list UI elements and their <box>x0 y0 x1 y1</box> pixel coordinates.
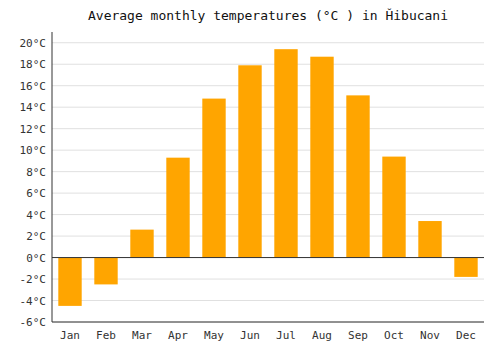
grid-line <box>52 193 484 194</box>
y-tick-label: -6°C <box>20 316 47 329</box>
y-tick-label: 12°C <box>20 123 47 136</box>
x-tick-label: Oct <box>384 329 404 342</box>
x-tick-label: Nov <box>420 329 440 342</box>
bar <box>94 258 117 285</box>
bar <box>382 157 405 258</box>
grid-line <box>52 257 484 258</box>
x-tick-label: Jan <box>60 329 80 342</box>
grid-line <box>52 107 484 108</box>
x-tick-label: Jun <box>240 329 260 342</box>
bars <box>58 49 477 306</box>
y-tick-label: 16°C <box>20 80 47 93</box>
y-tick-label: 6°C <box>26 187 46 200</box>
y-tick-label: 2°C <box>26 230 46 243</box>
bar <box>202 99 225 258</box>
x-tick-label: Sep <box>348 329 368 342</box>
grid-line <box>52 128 484 129</box>
x-tick-label: May <box>204 329 224 342</box>
x-tick-label: Apr <box>168 329 188 342</box>
grid <box>52 43 484 322</box>
grid-line <box>52 214 484 215</box>
x-tick-label: Dec <box>456 329 476 342</box>
bar <box>310 57 333 258</box>
title: Average monthly temperatures (°C ) in Ȟi… <box>88 8 448 23</box>
y-axis-line <box>52 32 53 322</box>
y-tick-label: 14°C <box>20 101 47 114</box>
x-tick-label: Mar <box>132 329 152 342</box>
plot-area <box>52 32 484 322</box>
x-tick-label: Feb <box>96 329 116 342</box>
grid-line <box>52 150 484 151</box>
grid-line <box>52 322 484 323</box>
grid-line <box>52 42 484 43</box>
bar <box>130 230 153 258</box>
grid-line <box>52 85 484 86</box>
bar <box>274 49 297 257</box>
y-tick-label: 10°C <box>20 144 47 157</box>
x-ticks: Jan Feb Mar Apr May Jun Jul Aug Sep Oct Nov Dec <box>60 329 476 342</box>
y-ticks: -6°C -4°C -2°C 0°C 2°C 4°C 6°C 8°C 10°C 12°C 14°C 1… <box>20 37 47 329</box>
bar <box>238 65 261 257</box>
y-tick-label: 8°C <box>26 166 46 179</box>
bar <box>346 95 369 257</box>
y-tick-label: 4°C <box>26 209 46 222</box>
x-tick-label: Aug <box>312 329 332 342</box>
chart: -6°C -4°C -2°C 0°C 2°C 4°C 6°C 8°C 10°C 12°C 14°C 1… <box>0 0 500 350</box>
y-tick-label: -2°C <box>20 273 47 286</box>
y-tick-label: 0°C <box>26 252 46 265</box>
bar <box>418 221 441 258</box>
grid-line <box>52 300 484 301</box>
bar <box>58 258 81 306</box>
grid-line <box>52 64 484 65</box>
baseline <box>52 257 484 258</box>
x-axis-line <box>52 322 484 323</box>
y-tick-label: 18°C <box>20 58 47 71</box>
bar <box>166 158 189 258</box>
grid-line <box>52 171 484 172</box>
y-tick-label: -4°C <box>20 295 47 308</box>
y-tick-label: 20°C <box>20 37 47 50</box>
x-tick-label: Jul <box>276 329 296 342</box>
bar <box>454 258 477 277</box>
